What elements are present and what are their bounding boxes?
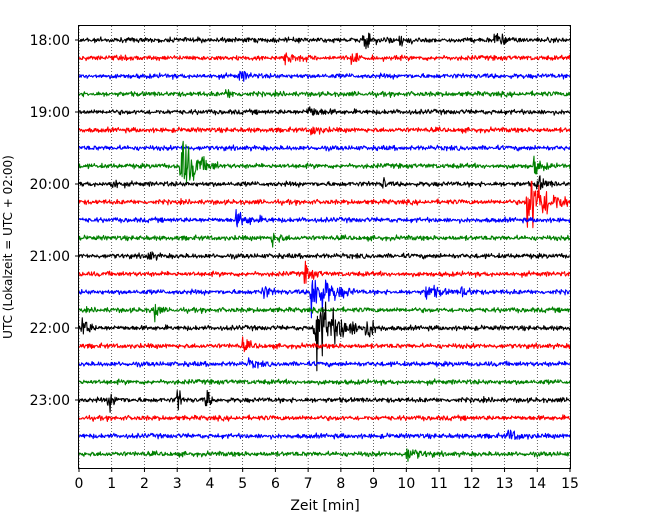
trace-1800 [78,32,571,50]
y-tick-label: 19:00 [30,105,70,121]
x-tick-label: 6 [271,476,280,492]
x-tick-label: 12 [463,476,481,492]
x-tick-label: 5 [238,476,247,492]
x-tick-label: 9 [369,476,378,492]
trace-1915 [78,126,571,136]
y-tick-label: 18:00 [30,33,70,49]
x-tick-label: 1 [107,476,116,492]
trace-2130 [78,279,571,319]
trace-2200 [78,301,571,372]
x-axis-label: Zeit [min] [290,498,359,514]
y-tick-label: 20:00 [30,177,70,193]
x-axis-ticks: 0 1 2 3 4 5 6 7 8 9 10 11 12 13 14 15 [75,468,579,492]
trace-2100 [78,251,571,261]
trace-1930 [78,144,571,152]
y-tick-label: 21:00 [30,249,70,265]
trace-2000 [78,175,571,190]
trace-1945 [78,140,571,183]
seismogram-traces [78,32,571,462]
x-tick-label: 15 [561,476,579,492]
trace-2315 [78,414,571,423]
trace-2245 [78,378,571,386]
y-axis-ticks: 18:00 19:00 20:00 21:00 22:00 23:00 [30,33,79,409]
y-tick-label: 23:00 [30,393,70,409]
trace-1845 [78,89,571,99]
trace-1815 [78,52,571,66]
trace-2115 [78,260,571,284]
x-tick-label: 11 [430,476,448,492]
y-tick-label: 22:00 [30,321,70,337]
x-tick-label: 7 [304,476,313,492]
trace-1830 [78,70,571,82]
trace-2345 [78,448,571,462]
y-axis-label: UTC (Lokalzeit = UTC + 02:00) [1,155,15,339]
trace-2300 [78,389,571,413]
x-tick-label: 14 [528,476,546,492]
trace-1900 [78,106,571,116]
x-tick-label: 3 [173,476,182,492]
trace-2330 [78,429,571,441]
trace-2045 [78,232,571,248]
trace-2145 [78,303,571,323]
trace-2030 [78,209,571,228]
x-tick-label: 10 [397,476,415,492]
plot-frame [78,25,571,469]
trace-2215 [78,336,571,353]
x-tick-label: 0 [75,476,84,492]
trace-2015 [78,180,571,229]
x-tick-label: 4 [205,476,214,492]
trace-2230 [78,357,571,369]
x-tick-label: 13 [496,476,514,492]
x-tick-label: 8 [336,476,345,492]
x-tick-label: 2 [140,476,149,492]
